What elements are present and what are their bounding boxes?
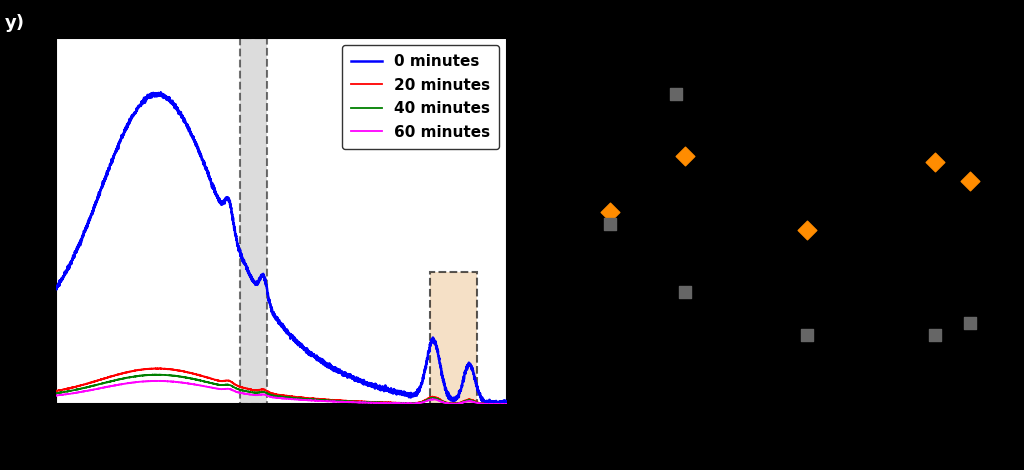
Line: 60 minutes: 60 minutes: [56, 381, 507, 404]
0 minutes: [243, 271, 255, 277]
60 minutes: [480, 401, 493, 407]
0 minutes: [128, 110, 140, 115]
0 minutes: [101, 169, 114, 175]
Legend: 0 minutes, 20 minutes, 40 minutes, 60 minutes: 0 minutes, 20 minutes, 40 minutes, 60 mi…: [342, 45, 500, 149]
Point: [962, 177, 978, 185]
0 minutes: [501, 399, 513, 405]
Line: 0 minutes: 0 minutes: [56, 93, 507, 404]
X-axis label: Raman shift (cm⁻¹): Raman shift (cm⁻¹): [186, 435, 377, 453]
0 minutes: [493, 400, 505, 406]
Line: 40 minutes: 40 minutes: [56, 375, 507, 404]
20 minutes: [50, 388, 62, 394]
40 minutes: [501, 401, 513, 407]
60 minutes: [50, 392, 62, 398]
Point: [602, 220, 618, 228]
60 minutes: [101, 384, 114, 390]
0 minutes: [223, 199, 236, 204]
40 minutes: [243, 389, 255, 394]
20 minutes: [443, 400, 456, 406]
20 minutes: [223, 378, 236, 384]
Point: [927, 158, 943, 166]
60 minutes: [493, 401, 505, 407]
Bar: [430, 272, 477, 404]
Point: [677, 288, 693, 296]
60 minutes: [155, 378, 167, 384]
Point: [800, 227, 816, 234]
40 minutes: [50, 390, 62, 396]
Point: [668, 91, 684, 98]
60 minutes: [223, 386, 236, 392]
40 minutes: [489, 401, 502, 407]
20 minutes: [155, 366, 167, 371]
Text: y): y): [5, 14, 26, 32]
Bar: [240, 38, 266, 404]
60 minutes: [128, 379, 140, 385]
40 minutes: [443, 401, 456, 407]
20 minutes: [493, 401, 505, 407]
60 minutes: [243, 392, 255, 397]
Point: [677, 152, 693, 160]
Line: 20 minutes: 20 minutes: [56, 368, 507, 404]
0 minutes: [155, 90, 167, 95]
40 minutes: [493, 401, 505, 407]
40 minutes: [101, 379, 114, 385]
20 minutes: [101, 375, 114, 381]
20 minutes: [501, 401, 513, 407]
0 minutes: [443, 395, 456, 400]
Point: [927, 331, 943, 339]
20 minutes: [243, 386, 255, 392]
40 minutes: [146, 372, 159, 377]
0 minutes: [484, 401, 497, 407]
20 minutes: [482, 401, 495, 407]
60 minutes: [501, 401, 513, 407]
0 minutes: [50, 284, 62, 290]
Point: [602, 208, 618, 216]
20 minutes: [128, 368, 140, 373]
Point: [962, 319, 978, 327]
60 minutes: [443, 401, 456, 407]
Y-axis label: Intensity (counts): Intensity (counts): [33, 131, 51, 311]
40 minutes: [128, 374, 140, 379]
40 minutes: [223, 382, 236, 388]
Point: [800, 331, 816, 339]
